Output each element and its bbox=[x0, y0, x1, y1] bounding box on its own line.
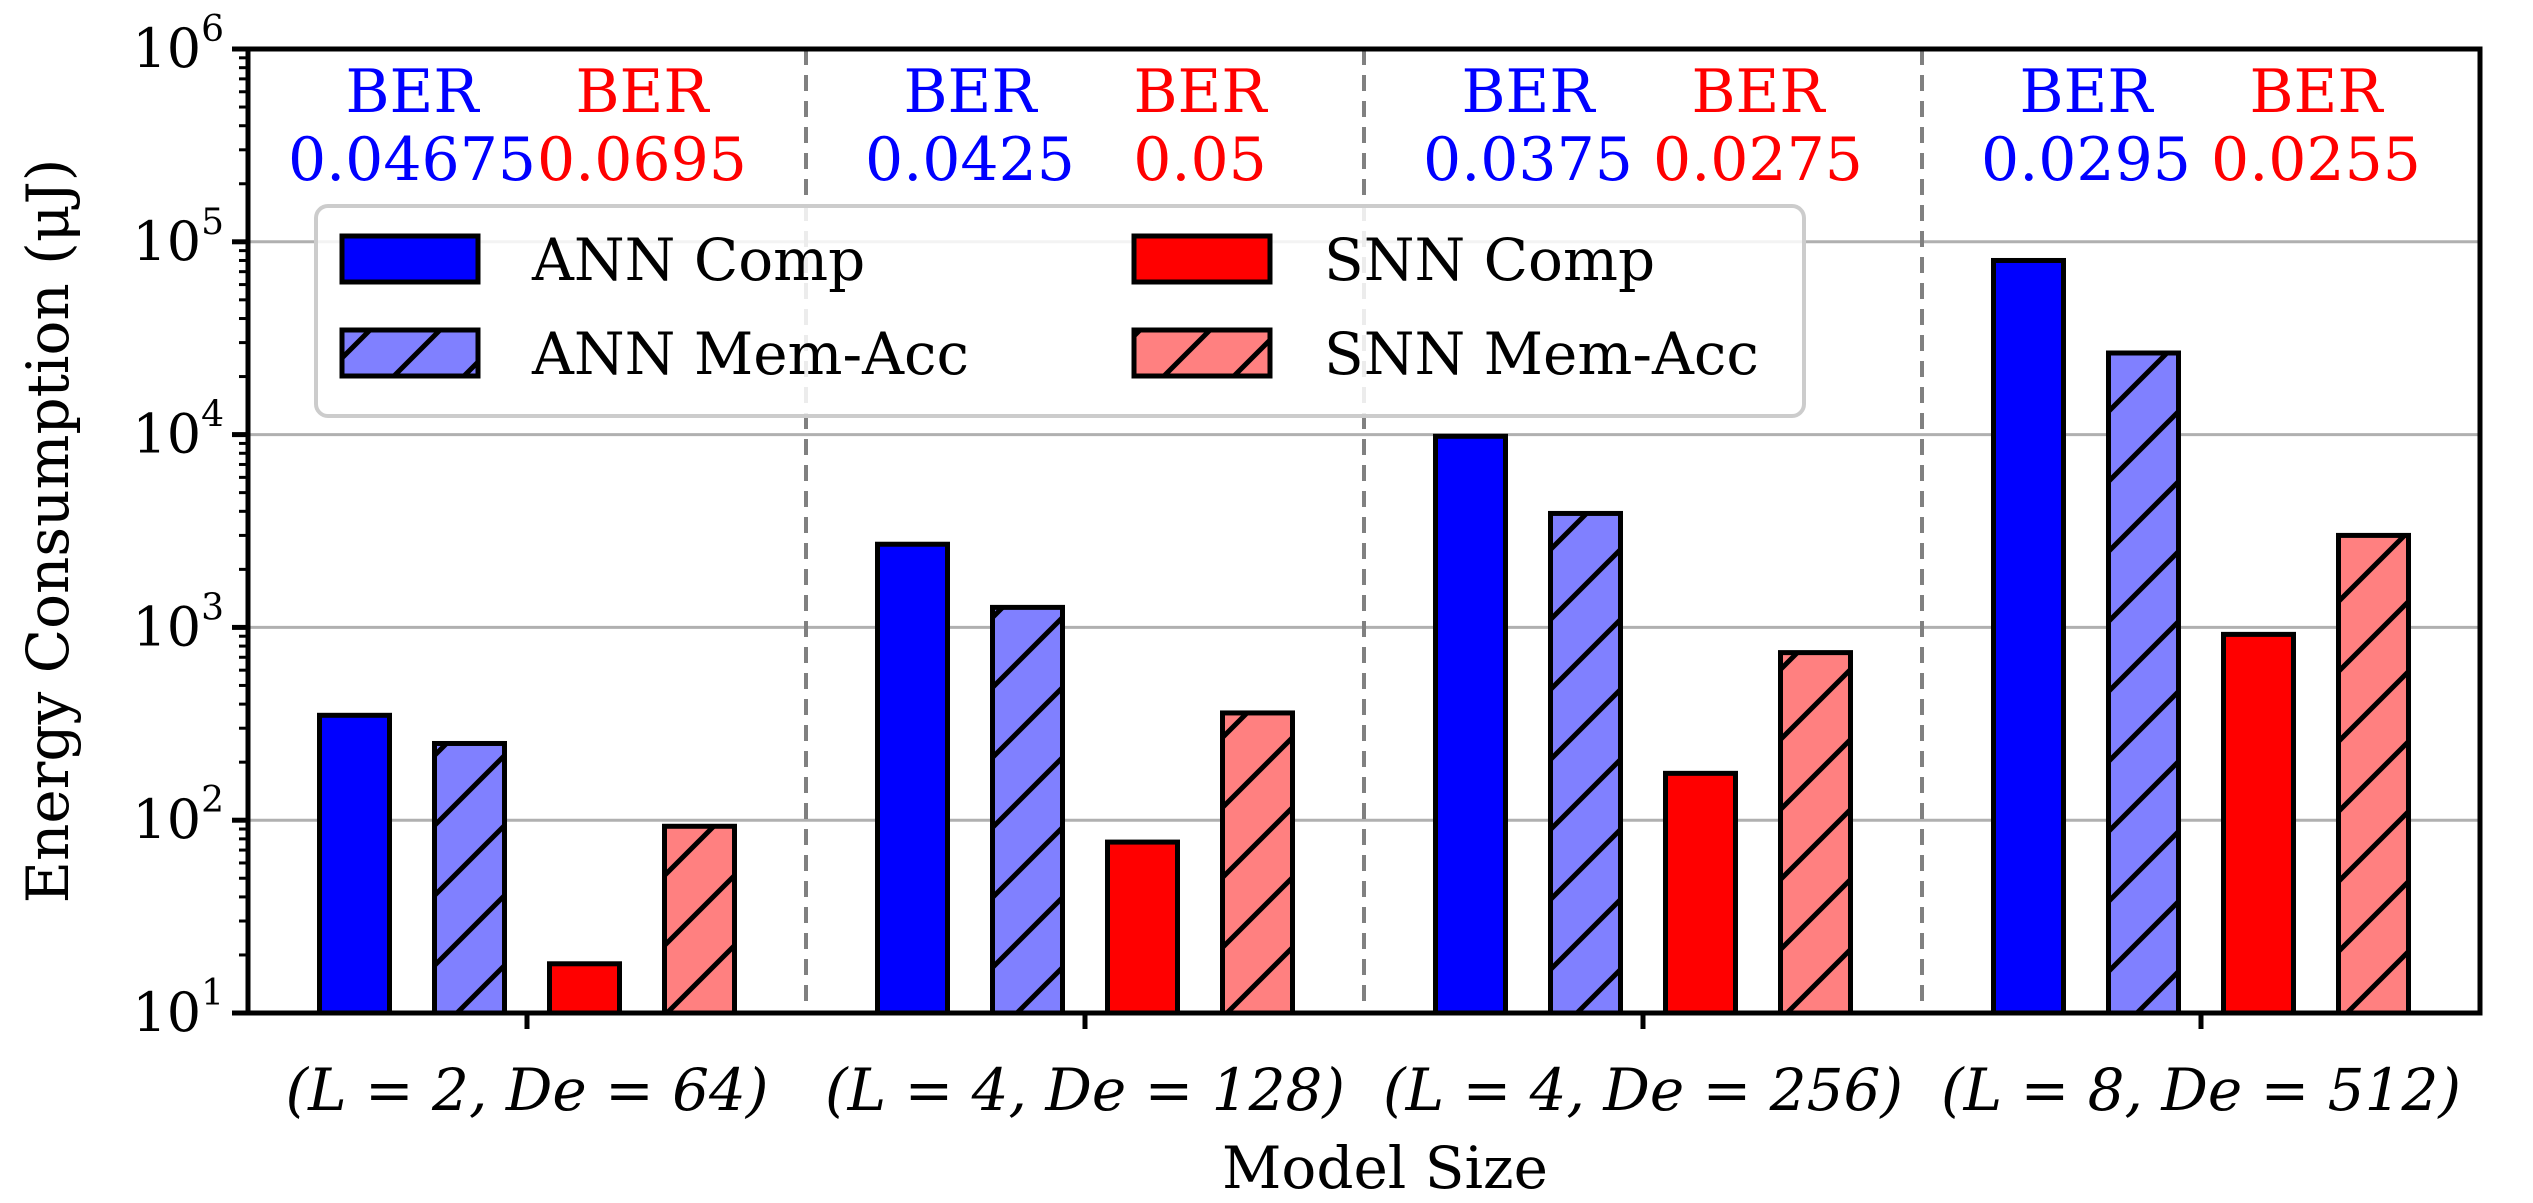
legend-swatch-snn-mem-acc bbox=[1131, 327, 1273, 379]
bar-ann-mem-acc-1 bbox=[990, 604, 1065, 1016]
bar-snn-mem-acc-3 bbox=[2336, 532, 2411, 1016]
ber-ann-value: 0.04675 bbox=[288, 125, 536, 195]
legend-label-snn-mem-acc: SNN Mem-Acc bbox=[1324, 320, 1759, 388]
bar-ann-comp-2 bbox=[1433, 433, 1508, 1016]
x-axis: (L = 2, De = 64) (L = 4, De = 128) (L = 4,… bbox=[285, 1013, 2461, 1124]
y-tick-label: 101 bbox=[132, 973, 224, 1044]
y-tick-label: 105 bbox=[132, 202, 224, 273]
ber-snn-label: BER bbox=[1133, 57, 1268, 127]
bars bbox=[317, 257, 2411, 1016]
legend-swatch-ann-comp bbox=[339, 233, 481, 285]
ber-snn-label: BER bbox=[1691, 57, 1826, 127]
ber-snn-label: BER bbox=[575, 57, 710, 127]
bar-snn-comp-0 bbox=[547, 961, 622, 1016]
bar-ann-mem-acc-2 bbox=[1548, 510, 1623, 1016]
x-tick-label: (L = 4, De = 256) bbox=[1383, 1056, 1903, 1124]
legend-swatch-ann-mem-acc bbox=[339, 327, 481, 379]
bar-snn-comp-3 bbox=[2221, 631, 2296, 1016]
bar-ann-comp-0 bbox=[317, 712, 392, 1016]
ber-ann-label: BER bbox=[903, 57, 1038, 127]
plot-frame bbox=[245, 46, 2483, 1016]
legend-label-ann-comp: ANN Comp bbox=[531, 226, 865, 294]
ber-snn-value: 0.0695 bbox=[537, 125, 747, 195]
x-axis-title: Model Size bbox=[1222, 1134, 1548, 1202]
ber-ann-value: 0.0295 bbox=[1981, 125, 2191, 195]
ber-ann-value: 0.0425 bbox=[865, 125, 1075, 195]
ber-snn-value: 0.0275 bbox=[1653, 125, 1863, 195]
bar-snn-mem-acc-1 bbox=[1220, 710, 1295, 1016]
legend: ANN Comp SNN Comp ANN Mem-Acc SNN Mem-Ac… bbox=[314, 204, 1806, 418]
ber-ann-value: 0.0375 bbox=[1423, 125, 1633, 195]
x-tick-label: (L = 4, De = 128) bbox=[825, 1056, 1345, 1124]
bar-ann-mem-acc-3 bbox=[2106, 350, 2181, 1016]
y-axis: 101 102 103 104 105 106 bbox=[132, 9, 248, 1044]
bar-ann-comp-3 bbox=[1991, 257, 2066, 1016]
x-tick-label: (L = 8, De = 512) bbox=[1941, 1056, 2461, 1124]
ber-ann-label: BER bbox=[1461, 57, 1596, 127]
y-tick-label: 102 bbox=[132, 780, 224, 851]
y-tick-label: 103 bbox=[132, 587, 224, 658]
bar-ann-comp-1 bbox=[875, 541, 950, 1016]
ber-annotations: BER0.04675BER0.0695BER0.0425BER0.05BER0.… bbox=[288, 57, 2421, 195]
bar-snn-comp-1 bbox=[1105, 839, 1180, 1016]
ber-snn-value: 0.05 bbox=[1133, 125, 1267, 195]
ber-ann-label: BER bbox=[2019, 57, 2154, 127]
legend-frame bbox=[314, 204, 1806, 418]
y-tick-label: 106 bbox=[132, 9, 224, 80]
bar-snn-mem-acc-0 bbox=[662, 823, 737, 1016]
legend-label-ann-mem-acc: ANN Mem-Acc bbox=[531, 320, 969, 388]
bar-snn-mem-acc-2 bbox=[1778, 650, 1853, 1016]
legend-swatch-snn-comp bbox=[1131, 233, 1273, 285]
bar-ann-mem-acc-0 bbox=[432, 740, 507, 1016]
ber-snn-value: 0.0255 bbox=[2211, 125, 2421, 195]
y-tick-label: 104 bbox=[132, 395, 224, 466]
y-axis-title: Energy Consumption (μJ) bbox=[14, 159, 82, 904]
ber-ann-label: BER bbox=[345, 57, 480, 127]
ber-snn-label: BER bbox=[2249, 57, 2384, 127]
bar-snn-comp-2 bbox=[1663, 770, 1738, 1016]
legend-label-snn-comp: SNN Comp bbox=[1324, 226, 1655, 294]
x-tick-label: (L = 2, De = 64) bbox=[285, 1056, 768, 1124]
